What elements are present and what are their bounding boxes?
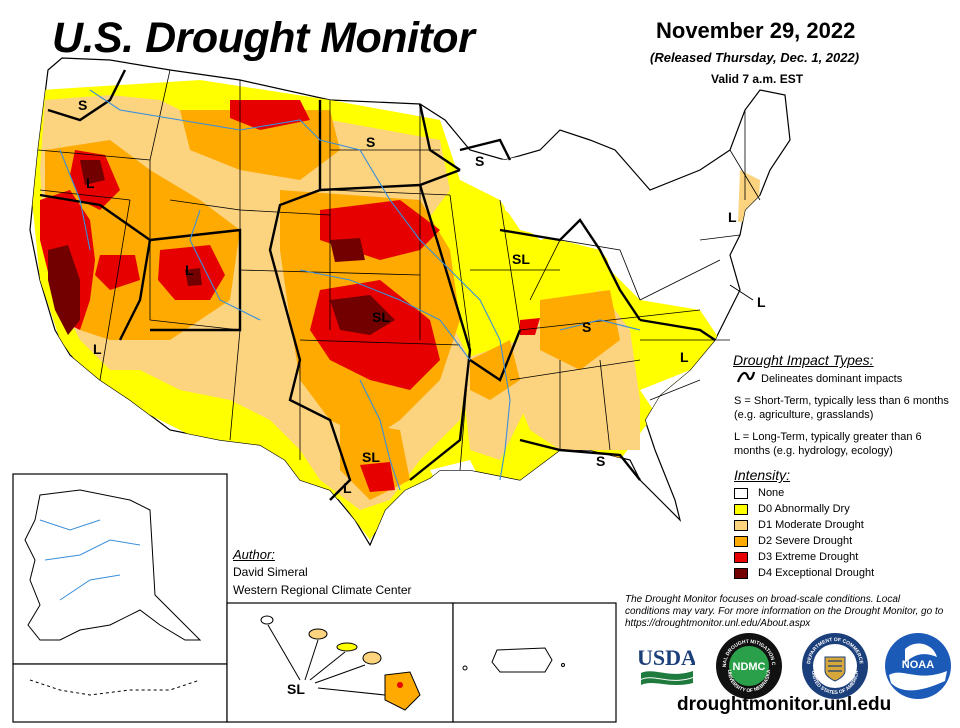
hawaii-leader-lines <box>267 624 386 696</box>
impact-label-sl-midwest: SL <box>512 251 530 267</box>
legend-swatch <box>734 552 748 563</box>
ndmc-logo: NATIONAL DROUGHT MITIGATION CENTER UNIVE… <box>714 631 782 699</box>
impact-label-sl-texas: SL <box>362 449 380 465</box>
alaska-rivers <box>39 519 141 601</box>
author-organization: Western Regional Climate Center <box>233 583 412 597</box>
impact-label-l-south-texas: L <box>343 480 352 496</box>
valid-time: Valid 7 a.m. EST <box>711 72 804 86</box>
legend-label: D4 Exceptional Drought <box>758 567 875 579</box>
website-link[interactable]: droughtmonitor.unl.edu <box>677 694 892 715</box>
impact-label-s-great-lakes: S <box>475 153 484 169</box>
impact-label-l-california: L <box>93 341 102 357</box>
usda-logo: USDA <box>639 645 695 685</box>
noaa-logo: NOAA <box>885 633 951 699</box>
impact-label-l-carolina: L <box>680 349 689 365</box>
impact-label-l-new-england: L <box>728 209 737 225</box>
legend-label: D1 Moderate Drought <box>758 519 864 531</box>
impact-types-title: Drought Impact Types: <box>733 352 874 368</box>
alaska-aleutian-frame <box>12 663 228 723</box>
legend-label: D0 Abnormally Dry <box>758 503 850 515</box>
legend-swatch <box>734 568 748 579</box>
author-title: Author: <box>233 547 275 562</box>
impact-label-sl-hawaii: SL <box>287 681 305 697</box>
impact-delineation-icon <box>736 371 756 383</box>
legend-swatch <box>734 488 748 499</box>
commerce-seal-logo: DEPARTMENT OF COMMERCE UNITED STATES OF … <box>802 633 868 699</box>
aleutian-islands <box>29 679 201 696</box>
impact-label-s-dakotas: S <box>366 134 375 150</box>
legend-swatch <box>734 520 748 531</box>
alaska-shape <box>24 489 202 641</box>
intensity-title: Intensity: <box>734 467 791 483</box>
legend-label: D3 Extreme Drought <box>758 551 859 563</box>
state-boundaries <box>37 69 761 471</box>
legend-label: None <box>758 487 785 499</box>
legend-swatch <box>734 536 748 547</box>
legend-swatch <box>734 504 748 515</box>
impact-label-l-oregon: L <box>86 175 95 191</box>
leader-line-mid-atlantic <box>729 284 754 301</box>
impact-long-term-text: L = Long-Term, typically greater than 6 … <box>734 431 922 457</box>
legend-label: D2 Severe Drought <box>758 535 853 547</box>
impact-label-s-gulf: S <box>596 453 605 469</box>
map-title: U.S. Drought Monitor <box>52 14 475 62</box>
map-date: November 29, 2022 <box>656 18 856 43</box>
hawaii-islands <box>260 615 421 711</box>
author-name: David Simeral <box>233 565 308 579</box>
impact-label-s-tennessee: S <box>582 319 591 335</box>
rivers <box>59 89 641 491</box>
impact-label-l-mid-atlantic: L <box>757 294 766 310</box>
impact-label-s-pacific-nw: S <box>78 97 87 113</box>
ndmc-logo-text: NDMC <box>733 661 766 673</box>
usda-logo-text: USDA <box>639 645 695 670</box>
impact-short-term-text: S = Short-Term, typically less than 6 mo… <box>734 395 949 421</box>
disclaimer-note: The Drought Monitor focuses on broad-sca… <box>625 594 944 629</box>
noaa-logo-text: NOAA <box>902 659 934 671</box>
impact-label-l-utah: L <box>185 262 194 278</box>
release-date: (Released Thursday, Dec. 1, 2022) <box>650 50 860 65</box>
impact-label-sl-plains: SL <box>372 309 390 325</box>
puerto-rico-shape <box>491 647 553 673</box>
impact-delineates-text: Delineates dominant impacts <box>761 373 903 385</box>
